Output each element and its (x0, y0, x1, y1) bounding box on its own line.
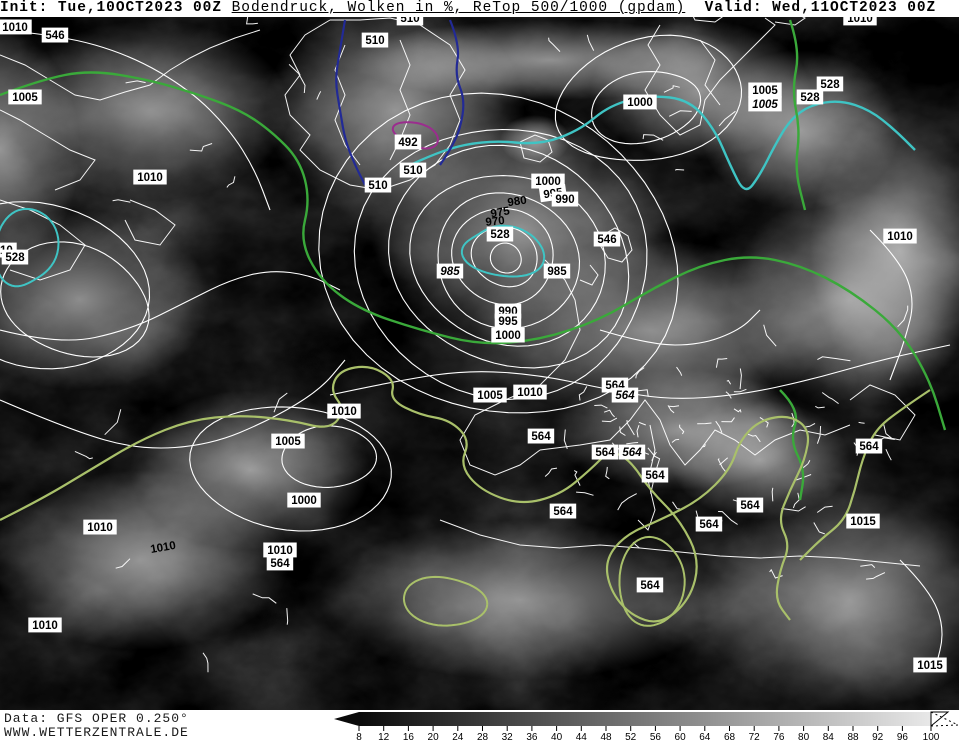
svg-text:32: 32 (502, 732, 514, 741)
svg-text:985: 985 (547, 266, 567, 278)
svg-text:64: 64 (699, 732, 711, 741)
svg-text:546: 546 (45, 30, 64, 42)
svg-text:990: 990 (555, 194, 574, 206)
svg-text:1010: 1010 (517, 387, 543, 399)
svg-text:16: 16 (403, 732, 415, 741)
svg-text:564: 564 (640, 580, 660, 592)
svg-text:1000: 1000 (627, 97, 653, 109)
svg-text:72: 72 (749, 732, 761, 741)
svg-text:528: 528 (800, 92, 820, 104)
svg-text:20: 20 (428, 732, 440, 741)
svg-text:985: 985 (440, 266, 460, 278)
svg-text:44: 44 (576, 732, 588, 741)
svg-text:88: 88 (847, 732, 859, 741)
svg-text:40: 40 (551, 732, 563, 741)
svg-text:510: 510 (403, 165, 422, 177)
svg-text:1015: 1015 (917, 660, 943, 672)
svg-text:528: 528 (5, 252, 25, 264)
svg-text:510: 510 (400, 17, 419, 25)
svg-text:76: 76 (773, 732, 785, 741)
svg-text:52: 52 (625, 732, 637, 741)
svg-text:1005: 1005 (752, 85, 778, 97)
svg-text:1010: 1010 (331, 406, 357, 418)
svg-text:100: 100 (923, 732, 940, 741)
svg-text:564: 564 (740, 500, 760, 512)
svg-text:564: 564 (270, 558, 290, 570)
svg-text:995: 995 (498, 316, 518, 328)
svg-text:510: 510 (365, 35, 384, 47)
svg-text:564: 564 (699, 519, 719, 531)
svg-text:1005: 1005 (275, 436, 301, 448)
svg-text:84: 84 (823, 732, 835, 741)
svg-text:1000: 1000 (291, 495, 317, 507)
svg-text:564: 564 (595, 447, 615, 459)
svg-text:1010: 1010 (137, 172, 163, 184)
svg-text:564: 564 (622, 447, 642, 459)
svg-text:1010: 1010 (87, 522, 113, 534)
svg-text:68: 68 (724, 732, 736, 741)
svg-text:564: 564 (859, 441, 879, 453)
svg-text:510: 510 (368, 180, 387, 192)
svg-text:528: 528 (820, 79, 840, 91)
svg-text:1000: 1000 (495, 330, 521, 342)
svg-text:1005: 1005 (12, 92, 38, 104)
svg-text:1010: 1010 (887, 231, 913, 243)
svg-text:564: 564 (645, 470, 665, 482)
svg-text:24: 24 (452, 732, 464, 741)
svg-text:1010: 1010 (32, 620, 58, 632)
svg-text:80: 80 (798, 732, 810, 741)
svg-text:1010: 1010 (2, 22, 28, 34)
svg-text:96: 96 (897, 732, 909, 741)
svg-text:92: 92 (872, 732, 884, 741)
svg-text:56: 56 (650, 732, 662, 741)
svg-text:546: 546 (597, 234, 616, 246)
svg-text:12: 12 (378, 732, 390, 741)
svg-text:1005: 1005 (477, 390, 503, 402)
svg-text:28: 28 (477, 732, 489, 741)
svg-text:564: 564 (531, 431, 551, 443)
svg-text:36: 36 (526, 732, 538, 741)
svg-text:1005: 1005 (752, 99, 778, 111)
svg-text:48: 48 (600, 732, 612, 741)
svg-text:8: 8 (356, 732, 362, 741)
svg-text:564: 564 (553, 506, 573, 518)
svg-text:980: 980 (507, 195, 528, 210)
svg-text:528: 528 (490, 229, 510, 241)
svg-text:60: 60 (675, 732, 687, 741)
svg-text:1015: 1015 (850, 516, 876, 528)
svg-text:564: 564 (615, 390, 635, 402)
svg-text:1010: 1010 (150, 540, 177, 556)
svg-text:1010: 1010 (267, 545, 293, 557)
svg-text:492: 492 (398, 137, 417, 149)
svg-text:1010: 1010 (847, 17, 873, 25)
